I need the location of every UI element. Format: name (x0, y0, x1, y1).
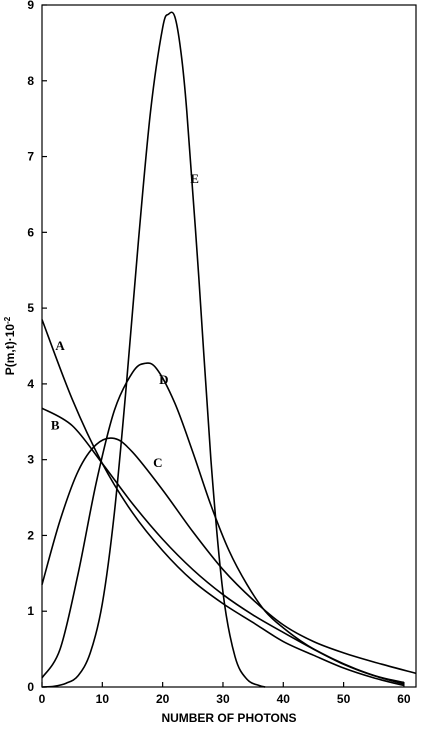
y-axis-title: P(m,t)·10-2 (3, 316, 18, 375)
x-tick-label: 40 (277, 692, 291, 706)
curve-labels: A B C D E (51, 171, 199, 470)
curves (41, 11, 417, 688)
y-tick-label: 5 (27, 301, 34, 315)
curve-e (41, 11, 266, 688)
curve-c (41, 437, 417, 675)
x-tick-label: 0 (39, 692, 46, 706)
x-tick-label: 20 (156, 692, 170, 706)
y-axis-title-exponent: -2 (3, 316, 12, 324)
x-axis-title: NUMBER OF PHOTONS (161, 711, 296, 725)
y-tick-label: 3 (27, 453, 34, 467)
curve-label-d: D (159, 372, 168, 387)
curve-label-b: B (51, 417, 60, 432)
x-tick-label: 50 (337, 692, 351, 706)
y-axis-ticks: 0 1 2 3 4 5 6 7 8 9 (27, 0, 47, 694)
x-tick-label: 10 (96, 692, 110, 706)
y-tick-label: 8 (27, 74, 34, 88)
y-tick-label: 0 (27, 680, 34, 694)
y-tick-label: 4 (27, 377, 34, 391)
x-tick-label: 30 (216, 692, 230, 706)
y-tick-label: 6 (27, 225, 34, 239)
x-tick-label: 60 (397, 692, 411, 706)
y-tick-label: 7 (27, 150, 34, 164)
curve-label-c: C (153, 455, 162, 470)
y-axis-title-main: P(m,t)·10 (3, 324, 17, 376)
curve-b (41, 407, 405, 685)
plot-frame (41, 4, 417, 688)
curve-label-e: E (190, 171, 199, 186)
curve-label-a: A (55, 338, 65, 353)
curve-a (41, 319, 405, 687)
curve-d (41, 362, 405, 684)
x-axis-ticks: 0 10 20 30 40 50 60 (39, 682, 411, 706)
y-tick-label: 2 (27, 528, 34, 542)
y-tick-label: 9 (27, 0, 34, 12)
y-tick-label: 1 (27, 604, 34, 618)
